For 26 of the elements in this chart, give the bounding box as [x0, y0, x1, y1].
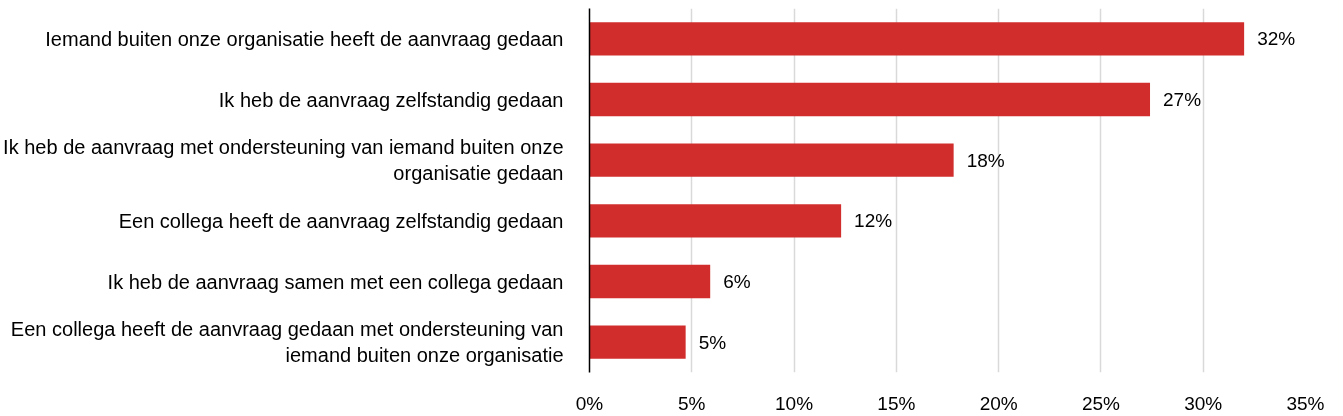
data-label: 27% [1163, 89, 1202, 110]
data-label: 32% [1257, 28, 1296, 50]
x-tick-label: 0% [575, 392, 604, 414]
x-tick-label: 35% [1286, 392, 1325, 414]
bar [589, 325, 686, 359]
data-label: 18% [966, 149, 1005, 171]
bar [589, 82, 1151, 117]
bar [589, 22, 1245, 56]
y-tick-label: Ik heb de aanvraag zelfstandig gedaan [218, 88, 564, 111]
y-tick-label: Iemand buiten onze organisatie heeft de aanvraag gedaan [45, 27, 564, 50]
x-tick-label: 5% [678, 392, 706, 414]
x-tick-label: 30% [1184, 392, 1223, 414]
y-tick-label: Ik heb de aanvraag samen met een collega gedaan [107, 270, 564, 293]
x-tick-label: 20% [979, 392, 1018, 414]
y-tick-label: Een collega heeft de aanvraag zelfstandig gedaan [118, 209, 564, 232]
data-label: 5% [698, 331, 727, 353]
bar [589, 264, 711, 299]
y-tick-label: Een collega heeft de aanvraag gedaan met ondersteuning van iemand buiten onze organisatie [10, 317, 564, 367]
x-tick-label: 10% [775, 392, 814, 414]
bar [589, 204, 842, 238]
bar [589, 143, 954, 177]
data-label: 6% [723, 271, 751, 292]
x-tick-label: 15% [877, 392, 916, 414]
x-tick-label: 25% [1081, 392, 1121, 414]
y-tick-label: Ik heb de aanvraag met ondersteuning van iemand buiten onze organisatie gedaan [3, 135, 564, 185]
data-label: 12% [854, 210, 893, 232]
